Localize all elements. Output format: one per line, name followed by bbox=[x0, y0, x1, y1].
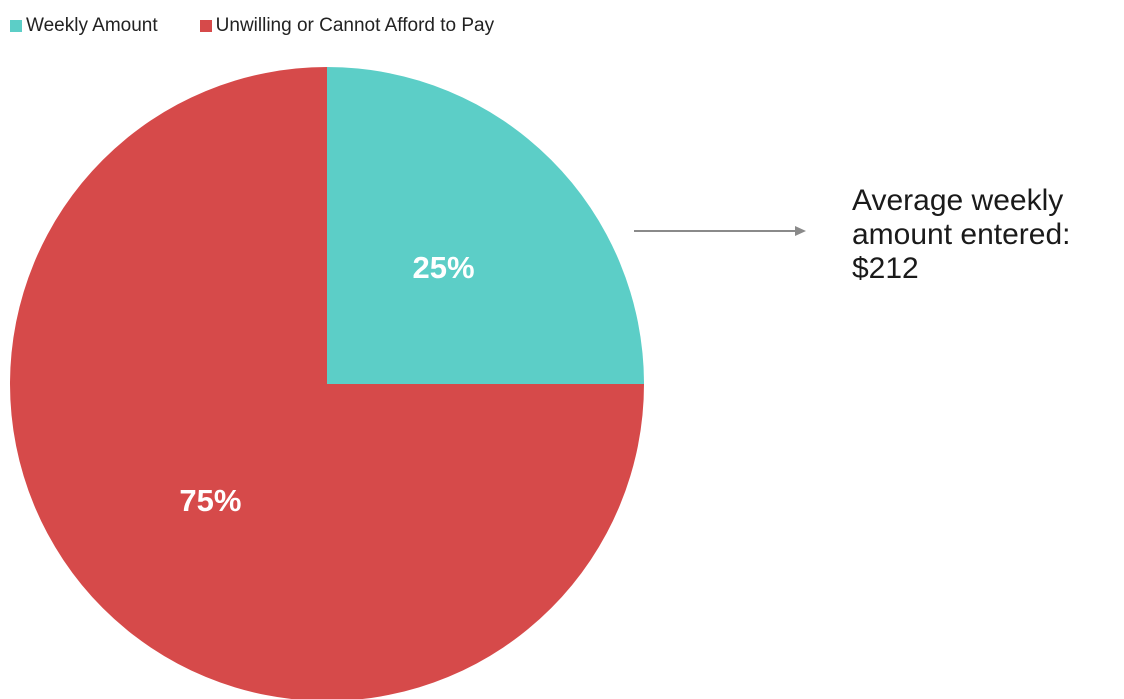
legend-swatch-weekly-amount bbox=[10, 20, 22, 32]
pie-slice-0 bbox=[327, 67, 644, 384]
annotation-line-2: amount entered: bbox=[852, 218, 1071, 251]
pie-data-label-1: 75% bbox=[179, 483, 241, 518]
legend-label-unwilling: Unwilling or Cannot Afford to Pay bbox=[215, 15, 495, 36]
annotation-line-1: Average weekly bbox=[852, 184, 1064, 217]
pie-data-labels: 25% 75% bbox=[179, 250, 474, 518]
pie-data-label-0: 25% bbox=[413, 250, 475, 285]
pie-slice-1 bbox=[10, 67, 644, 699]
chart-legend: Weekly Amount Unwilling or Cannot Afford… bbox=[10, 15, 494, 37]
legend-item-unwilling: Unwilling or Cannot Afford to Pay bbox=[199, 15, 495, 37]
legend-item-weekly-amount: Weekly Amount bbox=[10, 15, 158, 37]
annotation-arrow-head bbox=[795, 226, 806, 236]
legend-label-weekly-amount: Weekly Amount bbox=[26, 15, 158, 36]
pie-slices bbox=[10, 67, 644, 699]
average-weekly-annotation: Average weekly amount entered: $212 bbox=[852, 184, 1070, 286]
legend-swatch-unwilling bbox=[199, 20, 212, 32]
annotation-line-3: $212 bbox=[852, 252, 919, 285]
